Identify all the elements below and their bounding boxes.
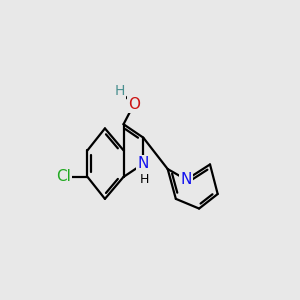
Text: N: N <box>138 156 149 171</box>
Text: O: O <box>128 97 140 112</box>
Text: H: H <box>114 84 124 98</box>
Text: H: H <box>139 173 149 186</box>
Text: Cl: Cl <box>56 169 71 184</box>
Text: N: N <box>181 172 192 187</box>
